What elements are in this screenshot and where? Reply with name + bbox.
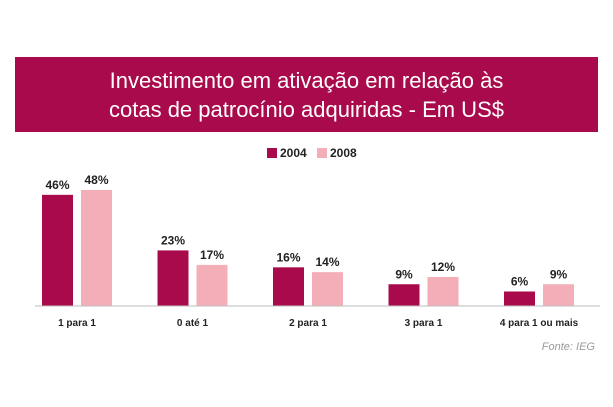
legend-label-2008: 2008	[330, 146, 357, 160]
data-label-2004-4: 9%	[395, 267, 413, 281]
bar-2008-2	[196, 264, 228, 306]
bar-2008-4	[427, 277, 459, 306]
bar-2004-3	[273, 267, 304, 306]
bar-2008-3	[312, 272, 343, 306]
category-label-5: 4 para 1 ou mais	[500, 318, 579, 329]
title-line-2: cotas de patrocínio adquiridas - Em US$	[109, 96, 504, 122]
bar-2004-5	[504, 291, 535, 306]
data-label-2008-1: 48%	[84, 173, 108, 187]
title-line-1: Investimento em ativação em relação às	[109, 67, 504, 93]
bar-2008-1	[81, 190, 112, 306]
category-label-2: 0 até 1	[177, 318, 209, 329]
category-label-1: 1 para 1	[58, 318, 96, 329]
data-label-2004-1: 46%	[45, 178, 69, 192]
legend-label-2004: 2004	[280, 146, 307, 160]
bar-2004-1	[42, 194, 73, 306]
legend-swatch-2004	[267, 148, 277, 158]
bar-2004-4	[388, 284, 420, 306]
category-label-3: 2 para 1	[289, 318, 327, 329]
bar-2008-5	[543, 284, 574, 306]
data-label-2008-3: 14%	[315, 255, 339, 269]
data-label-2008-2: 17%	[200, 248, 224, 262]
data-label-2004-3: 16%	[276, 250, 300, 264]
category-label-4: 3 para 1	[405, 318, 443, 329]
data-label-2008-5: 9%	[550, 267, 568, 281]
data-label-2004-5: 6%	[511, 275, 529, 289]
data-label-2008-4: 12%	[431, 260, 455, 274]
data-label-2004-2: 23%	[161, 233, 185, 247]
source-note: Fonte: IEG	[541, 341, 595, 353]
legend-swatch-2008	[317, 148, 327, 158]
bar-2004-2	[157, 250, 189, 306]
title-banner: Investimento em ativação em relação às c…	[15, 57, 598, 132]
